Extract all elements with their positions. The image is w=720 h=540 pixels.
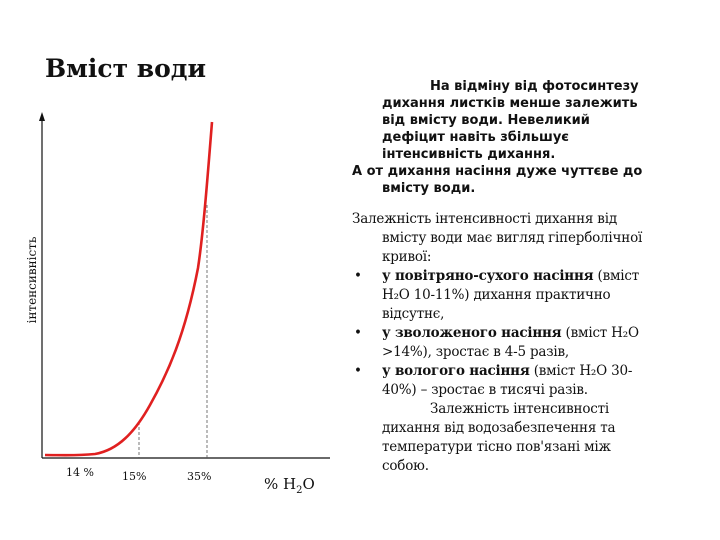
respiration-curve xyxy=(44,121,214,457)
body-lead: Залежність інтенсивності дихання від вмі… xyxy=(352,211,643,265)
y-axis-label: інтенсивність xyxy=(25,236,39,324)
y-axis-arrow xyxy=(39,112,45,121)
bullet-icon: • xyxy=(354,325,362,341)
tick-label-14: 14 % xyxy=(66,466,94,479)
tick-label-15: 15% xyxy=(122,470,147,483)
page-title: Вміст води xyxy=(45,54,207,83)
body-text: Залежність інтенсивності дихання від вмі… xyxy=(352,210,657,476)
tick-label-35: 35% xyxy=(187,470,212,483)
bullet-icon: • xyxy=(354,363,362,379)
list-item: • у повітряно-сухого насіння (вміст H₂O 1… xyxy=(354,268,640,322)
intro-paragraph-2: А от дихання насіння дуже чуттєве до вмі… xyxy=(352,164,643,196)
intro-paragraph-1: На відміну від фотосинтезу дихання листк… xyxy=(382,79,639,162)
x-axis-label: % H2O xyxy=(264,475,315,496)
intro-text: На відміну від фотосинтезу дихання листк… xyxy=(352,78,657,197)
bullet-icon: • xyxy=(354,268,362,284)
list-item: • у вологого насіння (вміст H₂O 30-40%) –… xyxy=(354,363,633,398)
list-item: • у зволоженого насіння (вміст H₂O >14%),… xyxy=(354,325,639,360)
final-paragraph: Залежність інтенсивності дихання від вод… xyxy=(382,401,616,474)
bullet-list: • у повітряно-сухого насіння (вміст H₂O 1… xyxy=(352,267,657,400)
